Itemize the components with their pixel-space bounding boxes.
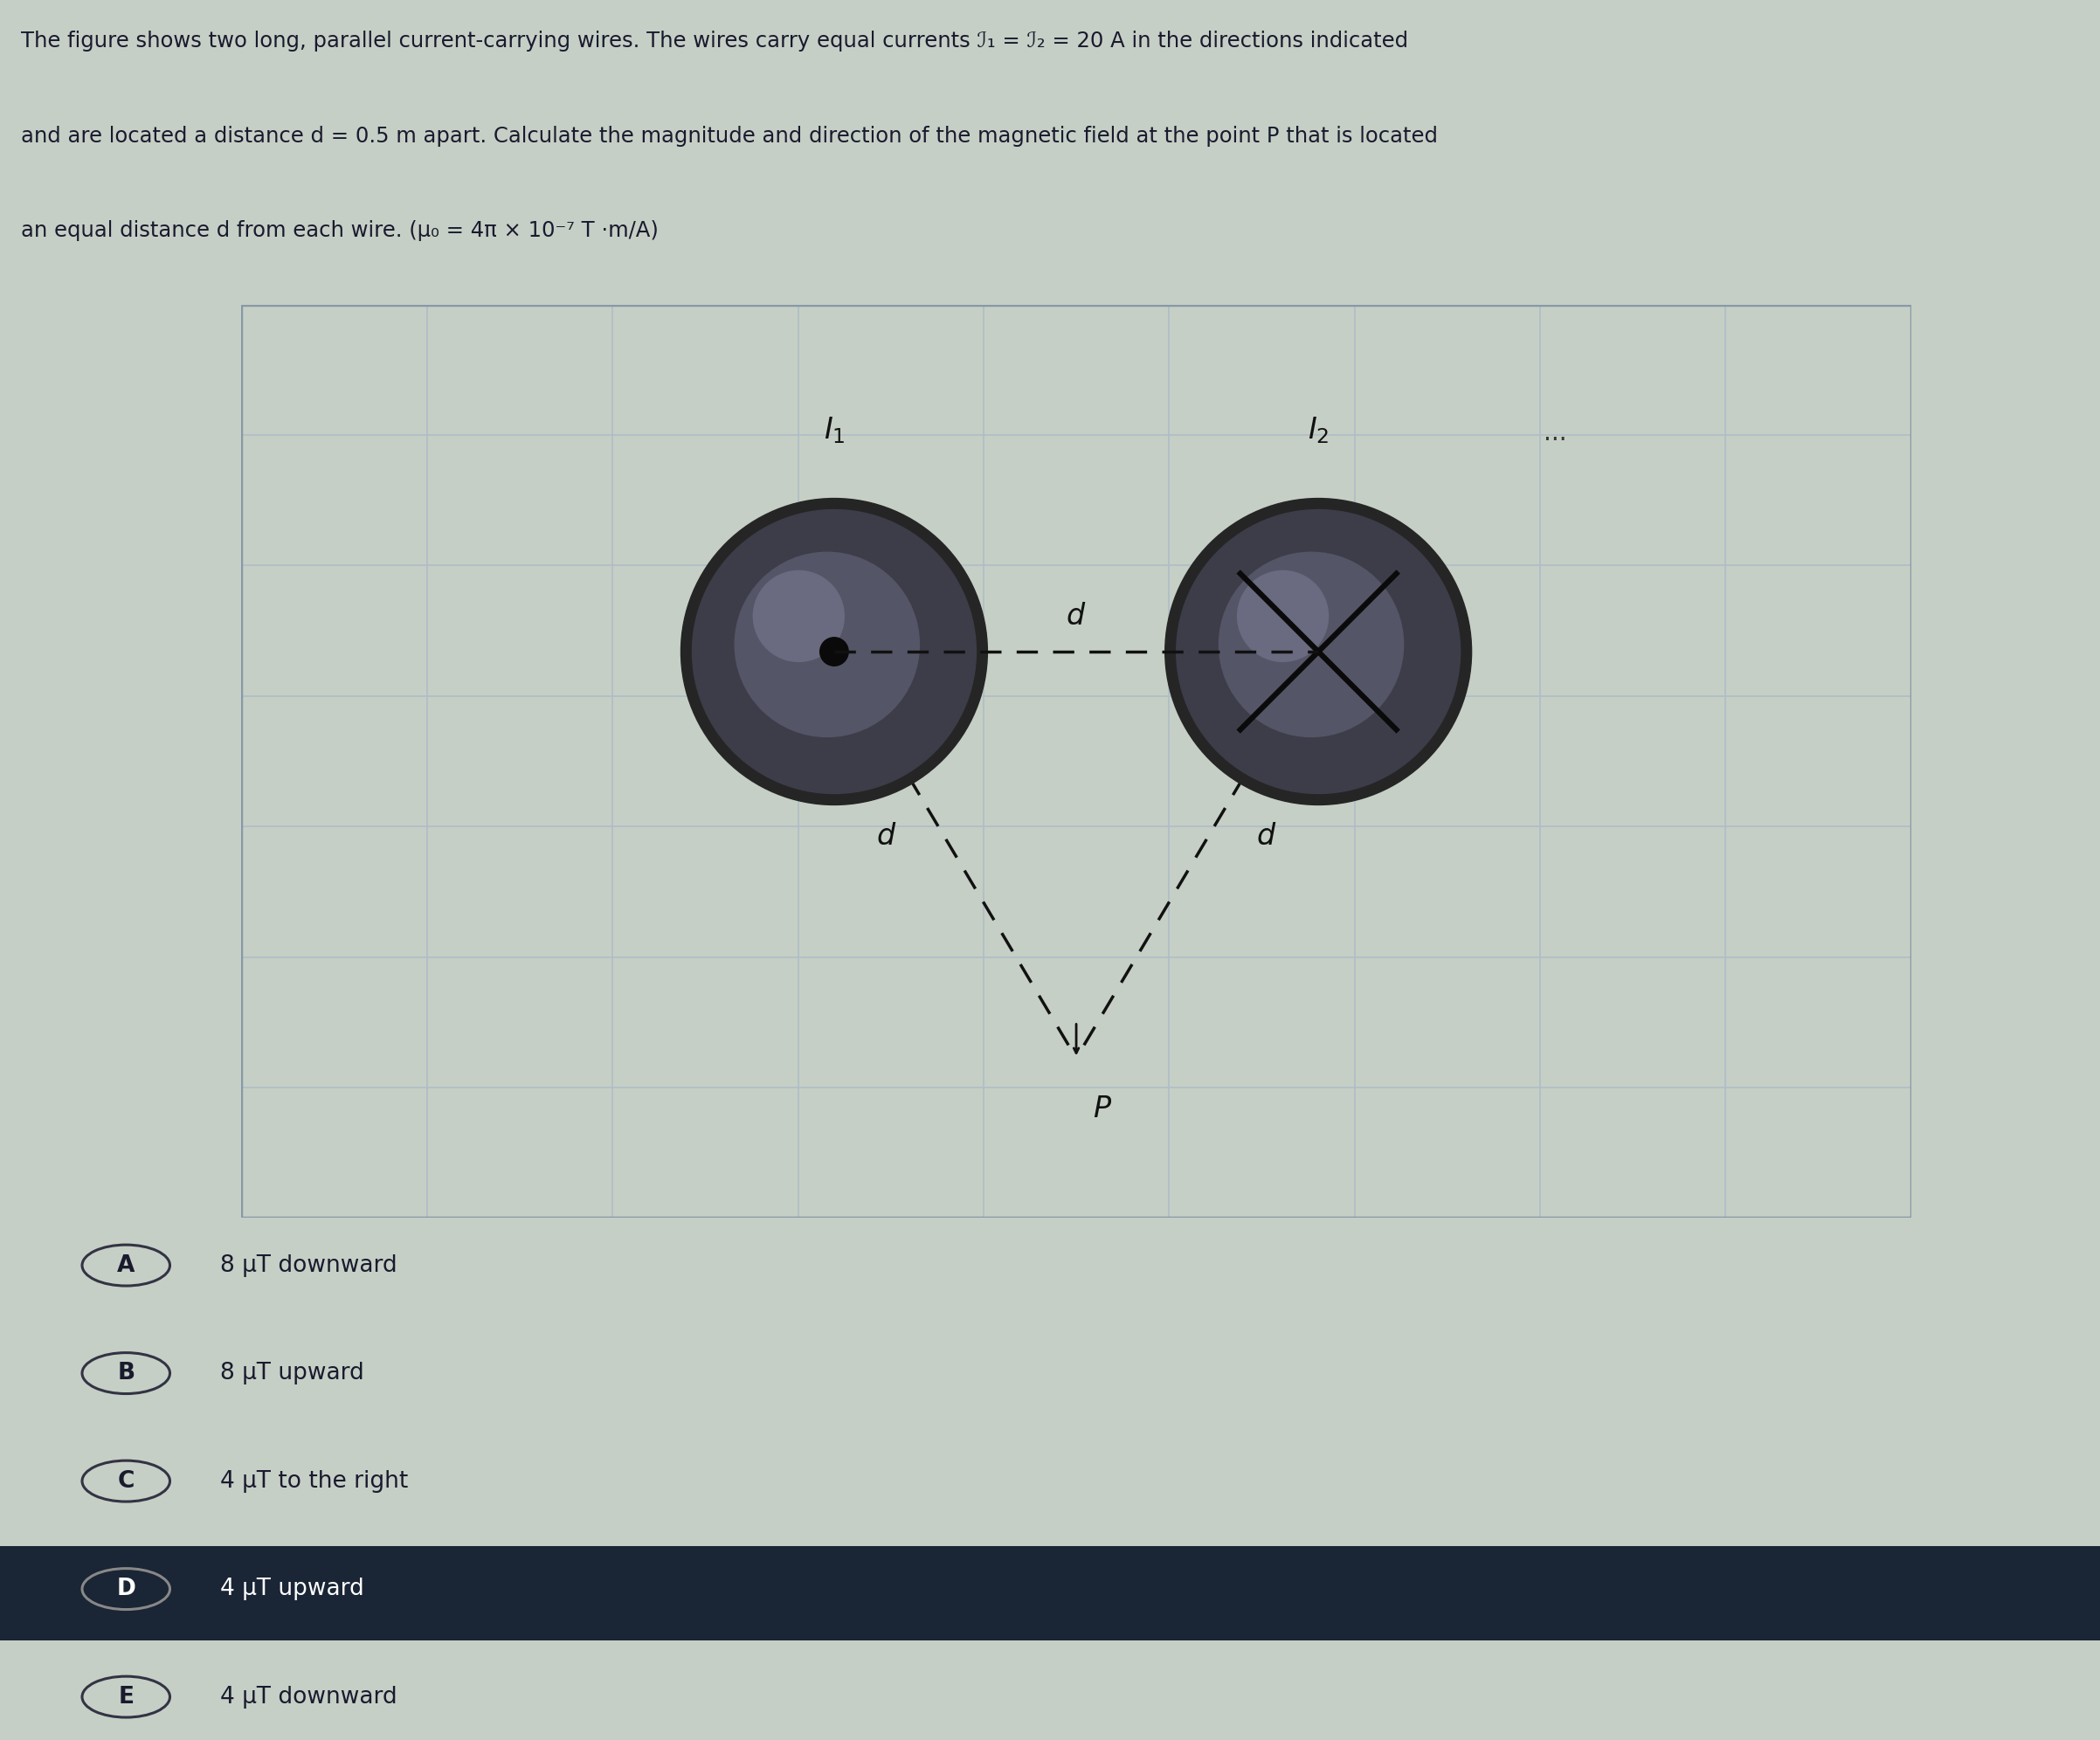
Text: $\mathit{d}$: $\mathit{d}$ [1067,602,1086,630]
Ellipse shape [1176,510,1460,793]
Text: 4 μT to the right: 4 μT to the right [220,1470,410,1493]
Text: A: A [118,1255,134,1277]
Text: 4 μT upward: 4 μT upward [220,1578,365,1601]
Text: D: D [116,1578,136,1601]
Text: 8 μT downward: 8 μT downward [220,1255,397,1277]
Text: The figure shows two long, parallel current-carrying wires. The wires carry equa: The figure shows two long, parallel curr… [21,31,1409,52]
Ellipse shape [1166,498,1472,806]
Text: $\mathit{P}$: $\mathit{P}$ [1092,1094,1113,1124]
Ellipse shape [754,571,844,661]
Text: $\mathit{d}$: $\mathit{d}$ [1256,823,1277,851]
Text: B: B [118,1362,134,1385]
Ellipse shape [82,1244,170,1286]
Text: 4 μT downward: 4 μT downward [220,1686,397,1709]
Ellipse shape [735,552,920,736]
Ellipse shape [693,510,977,793]
Text: C: C [118,1470,134,1493]
Text: 8 μT upward: 8 μT upward [220,1362,365,1385]
Ellipse shape [82,1460,170,1502]
Ellipse shape [82,1676,170,1717]
Text: an equal distance d from each wire. (μ₀ = 4π × 10⁻⁷ T ·m/A): an equal distance d from each wire. (μ₀ … [21,221,659,242]
Text: E: E [118,1686,134,1709]
Ellipse shape [1237,571,1329,661]
Text: and are located a distance d = 0.5 m apart. Calculate the magnitude and directio: and are located a distance d = 0.5 m apa… [21,125,1438,146]
Bar [0,1545,2100,1641]
Ellipse shape [1218,552,1403,736]
Ellipse shape [82,1568,170,1610]
Text: ...: ... [1544,421,1567,445]
Ellipse shape [819,637,848,666]
Text: $\mathit{I}_2$: $\mathit{I}_2$ [1308,416,1329,445]
Ellipse shape [82,1352,170,1394]
Text: $\mathit{I}_1$: $\mathit{I}_1$ [823,416,844,445]
Ellipse shape [680,498,987,806]
Text: $\mathit{d}$: $\mathit{d}$ [876,823,897,851]
